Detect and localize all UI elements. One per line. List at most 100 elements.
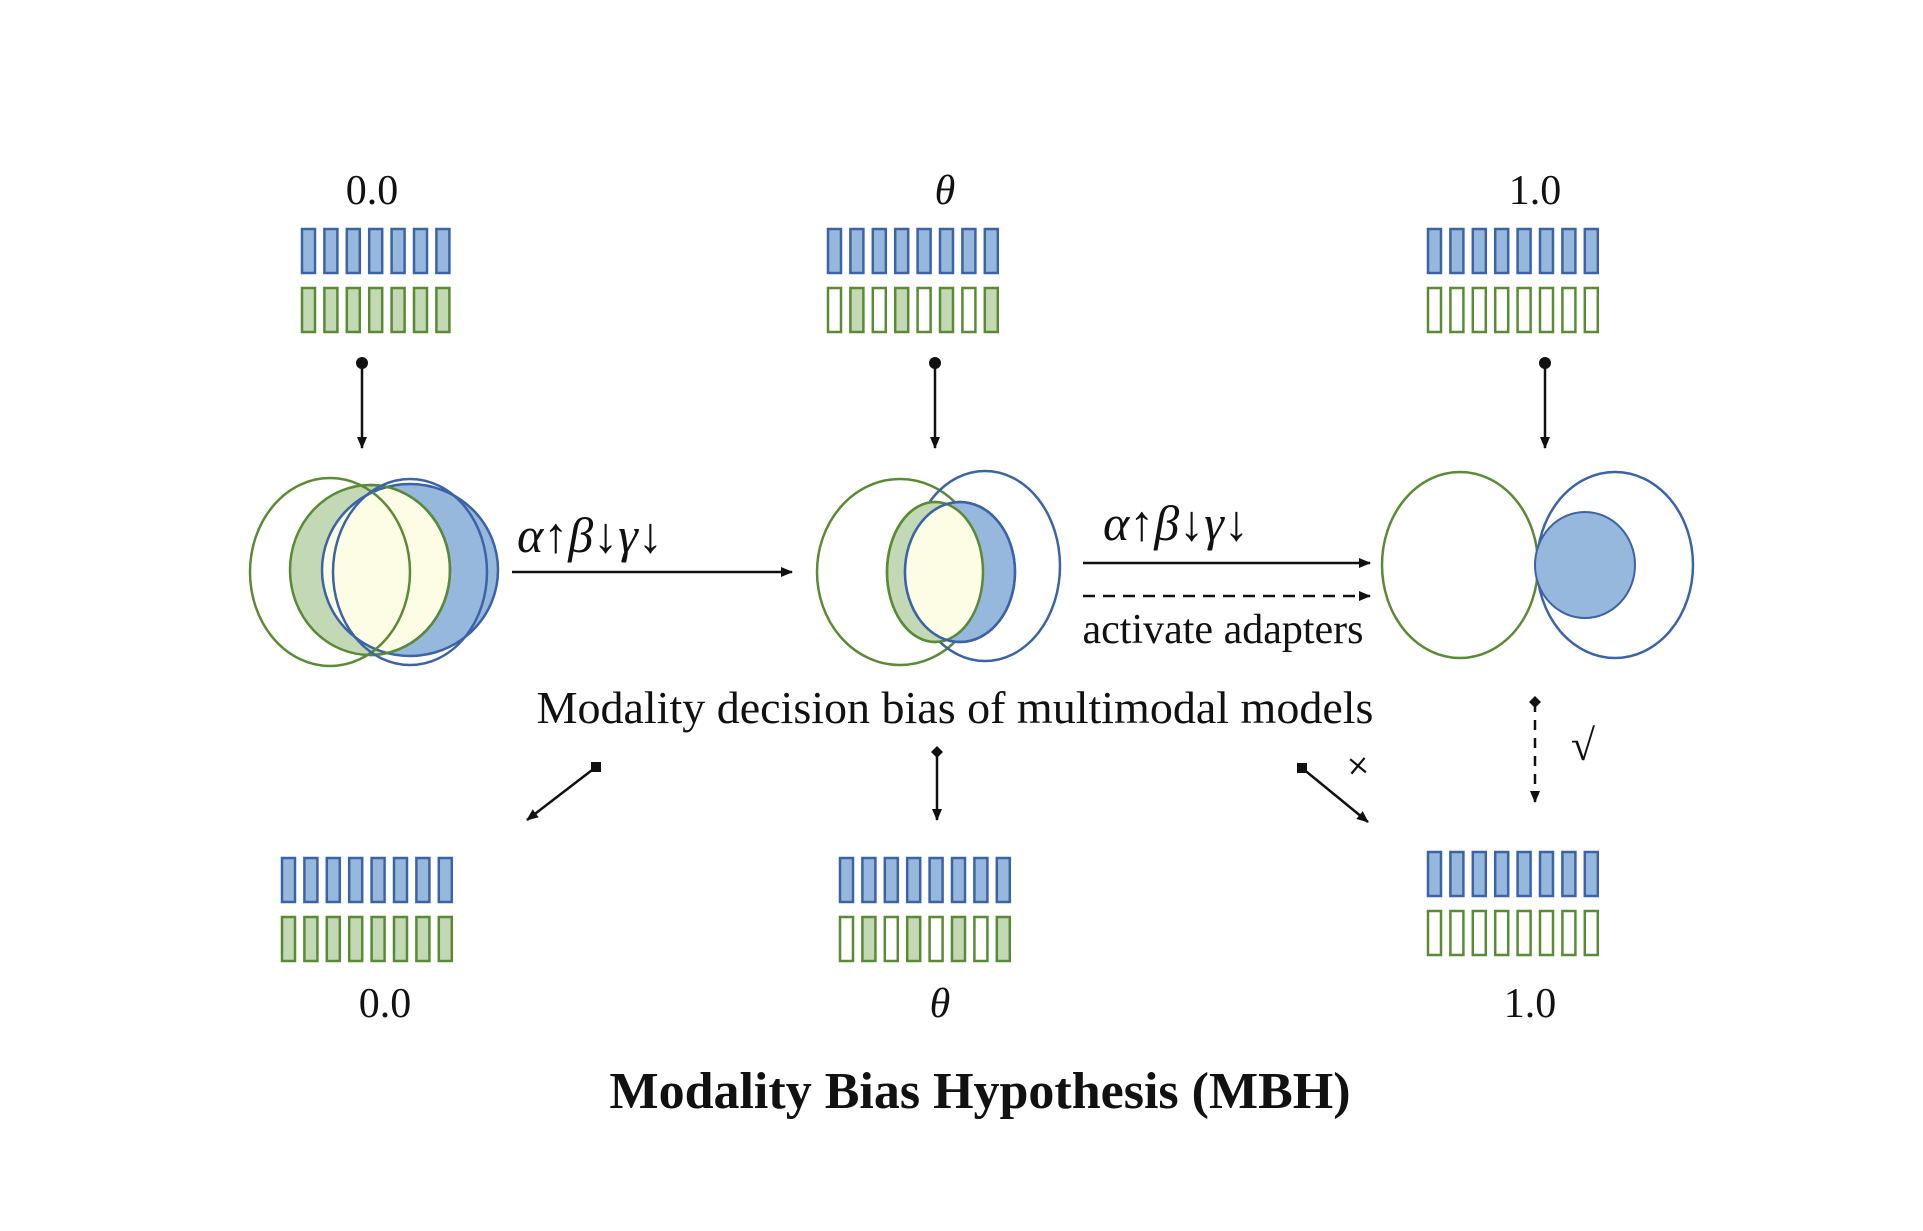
blue-bar [390,227,406,275]
green-bar [826,286,843,334]
blue-bar [412,227,429,275]
green-bar [345,286,362,334]
green-bar [280,915,297,963]
green-bar [1561,909,1577,957]
green-bar [1516,286,1532,334]
green-bar [370,915,386,963]
green-bar [950,915,967,963]
green-bar [347,915,364,963]
blue-bar [392,856,409,904]
green-bar [300,286,317,334]
green-bar [1516,909,1532,957]
top-label-0: 0.0 [346,168,399,214]
green-bar [1426,909,1443,957]
green-bar [437,915,454,963]
green-bar [1583,286,1600,334]
blue-bar [437,856,454,904]
green-bar [973,915,989,963]
blue-bar [1561,227,1577,275]
green-bar [995,915,1012,963]
bottom-arrow-cross [1297,763,1369,823]
blue-bar [415,856,431,904]
venn-middle [815,469,1062,667]
blue-bar [370,856,386,904]
green-bar [392,915,409,963]
blue-bar [1493,850,1510,898]
blue-bar [280,856,297,904]
green-bar [1538,909,1555,957]
blue-bar [323,227,339,275]
green-bar [303,915,319,963]
blue-bar [1471,227,1488,275]
bar-group-top-theta [826,227,1000,334]
blue-bar [303,856,319,904]
green-bar [325,915,342,963]
blue-bar [826,227,843,275]
green-bar [367,286,384,334]
blue-bar [905,856,922,904]
blue-bar [1516,850,1532,898]
blue-bar [928,856,944,904]
top-label-1: 1.0 [1509,168,1562,214]
blue-bar [1561,850,1577,898]
green-bar [849,286,865,334]
blue-bar [916,227,932,275]
blue-bar [300,227,317,275]
transition-formula-right: α↑β↓γ↓ [1103,495,1249,551]
green-bar [938,286,955,334]
green-bar [983,286,1000,334]
blue-bar [1426,850,1443,898]
blue-bar [871,227,888,275]
green-bar [883,915,900,963]
bar-group-top-1.0 [1426,227,1600,334]
blue-bar [950,856,967,904]
bar-group-top-0.0 [300,227,451,334]
venn-right [1380,470,1695,660]
transition-formula-left: α↑β↓γ↓ [517,507,663,563]
green-bar [861,915,877,963]
blue-bar [961,227,977,275]
green-bar [1426,286,1443,334]
green-bar [1449,909,1465,957]
blue-bar [1426,227,1443,275]
bar-group-bottom-0.0 [280,856,454,963]
blue-bar [883,856,900,904]
green-bar [893,286,910,334]
blue-bar [849,227,865,275]
cross-mark: + [1333,739,1384,792]
blue-bar [367,227,384,275]
green-bar [1493,286,1510,334]
green-bar [415,915,431,963]
blue-bar [838,856,855,904]
venn-left [248,476,500,668]
blue-bar [1493,227,1510,275]
green-bar [1583,909,1600,957]
blue-bar [995,856,1012,904]
green-bar [1538,286,1555,334]
bottom-arrow-0 [526,762,601,821]
top-label-theta: θ [935,168,956,214]
blue-bar [347,856,364,904]
bottom-label-0: 0.0 [359,981,412,1027]
blue-bar [1583,227,1600,275]
green-bar [435,286,451,334]
middle-caption: Modality decision bias of multimodal mod… [537,682,1374,733]
blue-bar [861,856,877,904]
green-bar [916,286,932,334]
bar-group-bottom-theta [838,856,1012,963]
bottom-label-1: 1.0 [1504,981,1557,1027]
green-bar [838,915,855,963]
blue-bar [1538,850,1555,898]
bottom-label-theta: θ [930,981,951,1027]
blue-bar [1471,850,1488,898]
blue-bar [983,227,1000,275]
green-bar [1561,286,1577,334]
blue-bar [893,227,910,275]
green-bar [1471,909,1488,957]
bar-group-bottom-1.0 [1426,850,1600,957]
check-mark: √ [1571,721,1596,770]
green-bar [1449,286,1465,334]
green-bar [323,286,339,334]
blue-bar [435,227,451,275]
